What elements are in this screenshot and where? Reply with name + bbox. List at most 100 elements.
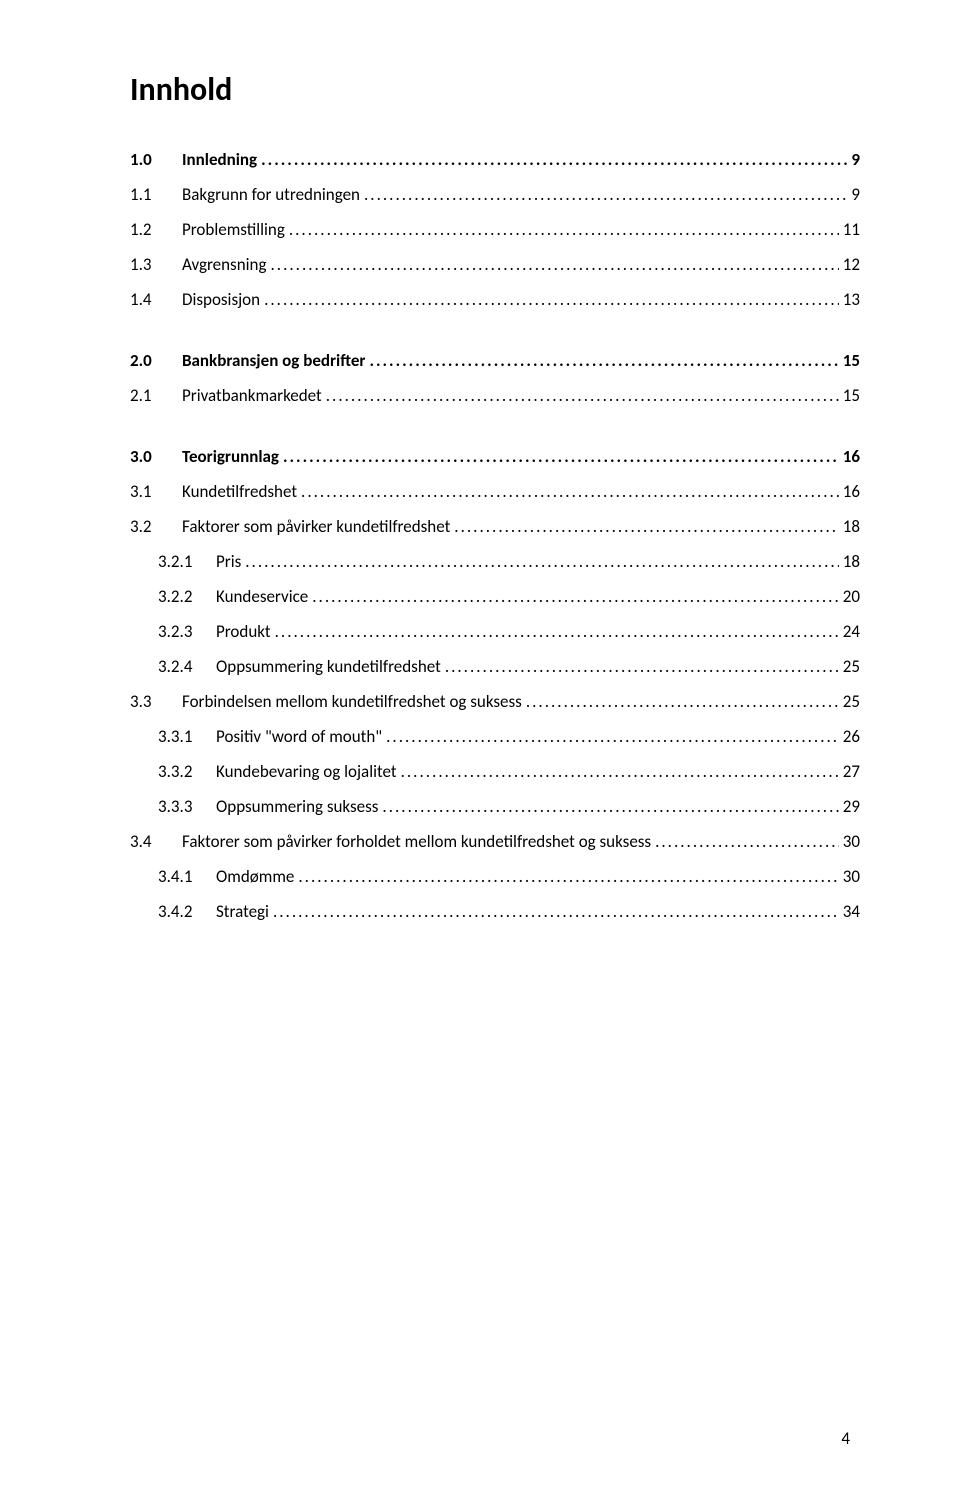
toc-leader-dots (526, 691, 839, 712)
toc-entry: 3.4.1Omdømme30 (130, 866, 860, 887)
toc-number: 2.0 (130, 350, 182, 371)
toc-leader-dots (326, 385, 839, 406)
toc-label: Privatbankmarkedet (182, 385, 322, 406)
toc-entry: 3.3.2Kundebevaring og lojalitet 27 (130, 761, 860, 782)
toc-leader-dots (369, 350, 838, 371)
toc-page-number: 24 (843, 621, 860, 642)
toc-entry: 1.3Avgrensning 12 (130, 254, 860, 275)
toc-entry: 1.4Disposisjon 13 (130, 289, 860, 310)
toc-page-number: 16 (843, 481, 860, 502)
toc-page-number: 27 (843, 761, 860, 782)
toc-leader-dots (312, 586, 839, 607)
toc-page-number: 12 (843, 254, 860, 275)
toc-label: Produkt (216, 621, 271, 642)
toc-page-number: 20 (843, 586, 860, 607)
toc-page-number: 26 (843, 726, 860, 747)
page-title: Innhold (130, 70, 860, 109)
toc-number: 3.3.2 (158, 761, 216, 782)
toc-number: 3.4.2 (158, 901, 216, 922)
toc-leader-dots (401, 761, 839, 782)
toc-number: 3.3.1 (158, 726, 216, 747)
toc-number: 3.3.3 (158, 796, 216, 817)
toc-page-number: 9 (851, 149, 860, 170)
toc-page-number: 16 (843, 446, 860, 467)
toc-number: 3.1 (130, 481, 182, 502)
toc-label: Pris (216, 551, 241, 572)
toc-leader-dots (273, 901, 839, 922)
toc-label: Innledning (182, 149, 257, 170)
toc-leader-dots (386, 726, 839, 747)
toc-leader-dots (264, 289, 839, 310)
toc-number: 1.3 (130, 254, 182, 275)
toc-leader-dots (245, 551, 839, 572)
toc-number: 3.2.4 (158, 656, 216, 677)
toc-leader-dots (289, 219, 839, 240)
toc-leader-dots (270, 254, 838, 275)
toc-entry: 2.1Privatbankmarkedet 15 (130, 385, 860, 406)
toc-entry: 3.2.4Oppsummering kundetilfredshet 25 (130, 656, 860, 677)
toc-label: Kundeservice (216, 586, 308, 607)
toc-page-number: 15 (843, 385, 860, 406)
table-of-contents: 1.0Innledning91.1Bakgrunn for utredninge… (130, 149, 860, 922)
toc-entry: 3.2.1Pris 18 (130, 551, 860, 572)
toc-label: Avgrensning (182, 254, 266, 275)
toc-leader-dots (283, 446, 839, 467)
toc-entry: 3.0Teorigrunnlag 16 (130, 446, 860, 467)
toc-leader-dots (275, 621, 839, 642)
toc-number: 3.4.1 (158, 866, 216, 887)
toc-page-number: 25 (843, 691, 860, 712)
toc-label: Positiv "word of mouth" (216, 726, 382, 747)
toc-entry: 3.1Kundetilfredshet 16 (130, 481, 860, 502)
toc-label: Forbindelsen mellom kundetilfredshet og … (182, 691, 522, 712)
toc-number: 3.3 (130, 691, 182, 712)
toc-number: 3.0 (130, 446, 182, 467)
toc-label: Oppsummering suksess (216, 796, 378, 817)
toc-label: Faktorer som påvirker kundetilfredshet (182, 516, 450, 537)
toc-entry: 3.3Forbindelsen mellom kundetilfredshet … (130, 691, 860, 712)
toc-number: 3.2.3 (158, 621, 216, 642)
toc-entry: 3.4Faktorer som påvirker forholdet mello… (130, 831, 860, 852)
toc-label: Kundetilfredshet (182, 481, 297, 502)
toc-entry: 3.2Faktorer som påvirker kundetilfredshe… (130, 516, 860, 537)
toc-label: Faktorer som påvirker forholdet mellom k… (182, 831, 651, 852)
toc-leader-dots (445, 656, 839, 677)
toc-leader-dots (301, 481, 839, 502)
toc-leader-dots (382, 796, 838, 817)
toc-page-number: 18 (843, 516, 860, 537)
toc-label: Oppsummering kundetilfredshet (216, 656, 441, 677)
toc-page-number: 34 (843, 901, 860, 922)
toc-label: Bankbransjen og bedrifter (182, 350, 365, 371)
toc-page-number: 13 (843, 289, 860, 310)
toc-leader-dots (454, 516, 838, 537)
toc-leader-dots (298, 866, 838, 887)
toc-page-number: 9 (851, 184, 860, 205)
toc-number: 1.0 (130, 149, 182, 170)
toc-entry: 1.0Innledning 9 (130, 149, 860, 170)
toc-page-number: 18 (843, 551, 860, 572)
toc-entry: 1.1Bakgrunn for utredningen9 (130, 184, 860, 205)
toc-label: Strategi (216, 901, 269, 922)
toc-label: Bakgrunn for utredningen (182, 184, 360, 205)
toc-page-number: 25 (843, 656, 860, 677)
toc-entry: 1.2Problemstilling11 (130, 219, 860, 240)
toc-label: Problemstilling (182, 219, 285, 240)
toc-number: 3.4 (130, 831, 182, 852)
toc-number: 3.2.1 (158, 551, 216, 572)
toc-entry: 3.3.3Oppsummering suksess29 (130, 796, 860, 817)
toc-number: 3.2.2 (158, 586, 216, 607)
toc-entry: 2.0Bankbransjen og bedrifter 15 (130, 350, 860, 371)
toc-leader-dots (655, 831, 839, 852)
toc-page-number: 15 (843, 350, 860, 371)
toc-page-number: 30 (843, 831, 860, 852)
toc-entry: 3.3.1Positiv "word of mouth" 26 (130, 726, 860, 747)
toc-label: Disposisjon (182, 289, 260, 310)
toc-number: 1.4 (130, 289, 182, 310)
toc-page-number: 11 (843, 219, 860, 240)
toc-number: 2.1 (130, 385, 182, 406)
toc-number: 3.2 (130, 516, 182, 537)
toc-page-number: 30 (843, 866, 860, 887)
toc-label: Teorigrunnlag (182, 446, 279, 467)
toc-leader-dots (261, 149, 847, 170)
toc-entry: 3.2.2Kundeservice 20 (130, 586, 860, 607)
toc-label: Kundebevaring og lojalitet (216, 761, 397, 782)
